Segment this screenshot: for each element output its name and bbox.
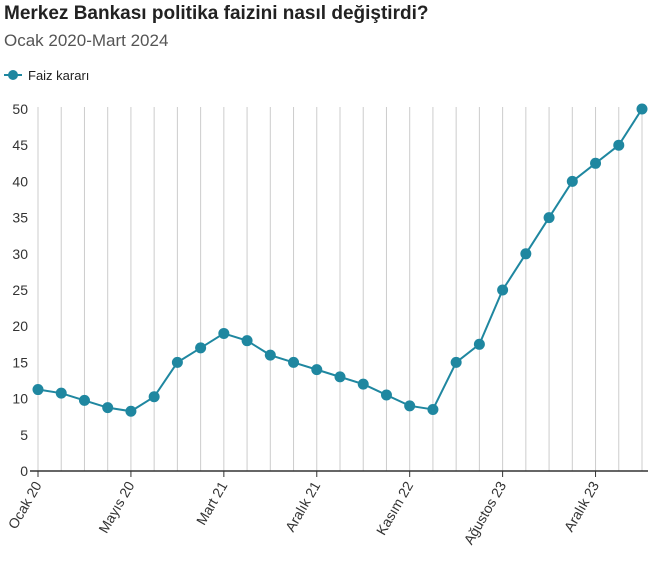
point [218, 327, 230, 339]
point [195, 342, 207, 354]
point [543, 212, 555, 224]
x-tick-label: Mart 21 [193, 478, 231, 527]
point [450, 356, 462, 368]
point [241, 335, 253, 347]
y-tick-label: 30 [12, 246, 28, 262]
point [311, 364, 323, 376]
point [357, 378, 369, 390]
point [55, 387, 67, 399]
point [427, 403, 439, 415]
legend-label: Faiz kararı [28, 68, 89, 83]
point [288, 356, 300, 368]
point [148, 391, 160, 403]
point [613, 139, 625, 151]
point [32, 384, 44, 396]
chart-subtitle: Ocak 2020-Mart 2024 [4, 31, 168, 50]
y-tick-label: 25 [12, 282, 28, 298]
point [473, 338, 485, 350]
x-tick-label: Ağustos 23 [460, 478, 509, 547]
point [125, 405, 137, 417]
y-tick-label: 40 [12, 173, 28, 189]
x-tick-label: Kasım 22 [373, 478, 417, 537]
point [171, 356, 183, 368]
point [590, 157, 602, 169]
y-tick-label: 20 [12, 318, 28, 334]
x-tick-label: Aralık 23 [561, 478, 603, 534]
y-tick-label: 50 [12, 101, 28, 117]
legend-marker [8, 70, 18, 80]
point [264, 349, 276, 361]
x-tick-label: Aralık 21 [282, 478, 324, 534]
point [404, 400, 416, 412]
point [334, 371, 346, 383]
x-tick-label: Ocak 20 [5, 478, 45, 531]
chart-title: Merkez Bankası politika faizini nasıl de… [4, 3, 428, 24]
y-tick-label: 10 [12, 391, 28, 407]
y-tick-label: 15 [12, 354, 28, 370]
point [78, 394, 90, 406]
point [497, 284, 509, 296]
y-tick-label: 45 [12, 137, 28, 153]
point [636, 103, 648, 115]
point [566, 175, 578, 187]
y-tick-label: 0 [20, 463, 28, 479]
x-tick-label: Mayıs 20 [95, 478, 137, 535]
point [102, 402, 114, 414]
y-tick-label: 35 [12, 210, 28, 226]
y-tick-label: 5 [20, 427, 28, 443]
point [520, 248, 532, 260]
point [380, 389, 392, 401]
